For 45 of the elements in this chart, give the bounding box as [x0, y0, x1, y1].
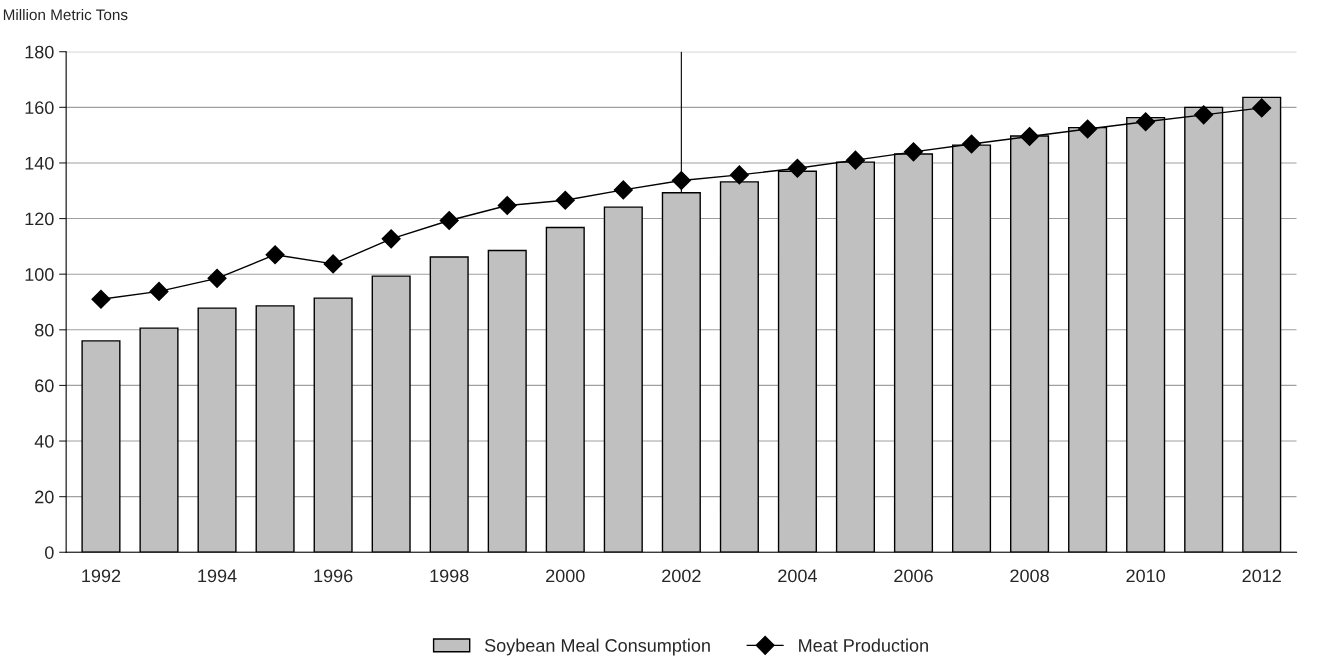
point — [787, 158, 807, 178]
point — [903, 142, 924, 162]
x-tick-label: 2002 — [662, 569, 701, 583]
point — [1194, 105, 1214, 125]
x-tick-label: 2006 — [894, 569, 933, 583]
x-tick-label: 1994 — [198, 569, 237, 583]
legend-label: Soybean Meal Consumption — [484, 638, 710, 656]
y-tick-label: 120 — [25, 212, 54, 226]
x-tick-label: 2010 — [1126, 569, 1166, 583]
point — [497, 195, 517, 216]
point — [1136, 112, 1156, 132]
y-tick-label: 60 — [35, 379, 54, 393]
x-tick-label: 1998 — [430, 569, 469, 583]
point — [1078, 119, 1098, 139]
point — [1020, 126, 1040, 147]
x-tick-label: 1992 — [82, 569, 121, 583]
y-tick-label: 140 — [25, 156, 54, 170]
y-tick-label: 20 — [35, 490, 54, 504]
point — [149, 281, 169, 301]
point — [671, 170, 691, 191]
point — [323, 254, 343, 274]
point — [845, 150, 865, 170]
x-tick-label: 1996 — [314, 569, 353, 583]
point — [265, 245, 285, 265]
x-tick-label: 2000 — [546, 569, 585, 583]
legend-label: Meat Production — [799, 638, 928, 652]
point — [729, 165, 749, 185]
point — [555, 190, 575, 210]
y-tick-label: 180 — [25, 45, 54, 59]
point — [91, 289, 111, 309]
x-tick-label: 2004 — [778, 569, 817, 583]
point — [613, 180, 633, 200]
point — [1252, 98, 1272, 118]
point — [381, 229, 401, 249]
x-tick-label: 2012 — [1242, 569, 1281, 583]
x-tick-label: 2008 — [1010, 569, 1049, 583]
y-tick-label: 100 — [25, 268, 54, 281]
y-tick-label: 0 — [45, 546, 54, 559]
y-tick-label: 80 — [35, 323, 54, 337]
y-tick-label: 160 — [25, 101, 54, 115]
y-tick-label: 40 — [34, 434, 54, 448]
point — [961, 134, 982, 154]
y-axis-title: Million Metric Tons — [3, 8, 128, 21]
point — [207, 268, 227, 288]
point — [439, 210, 459, 231]
